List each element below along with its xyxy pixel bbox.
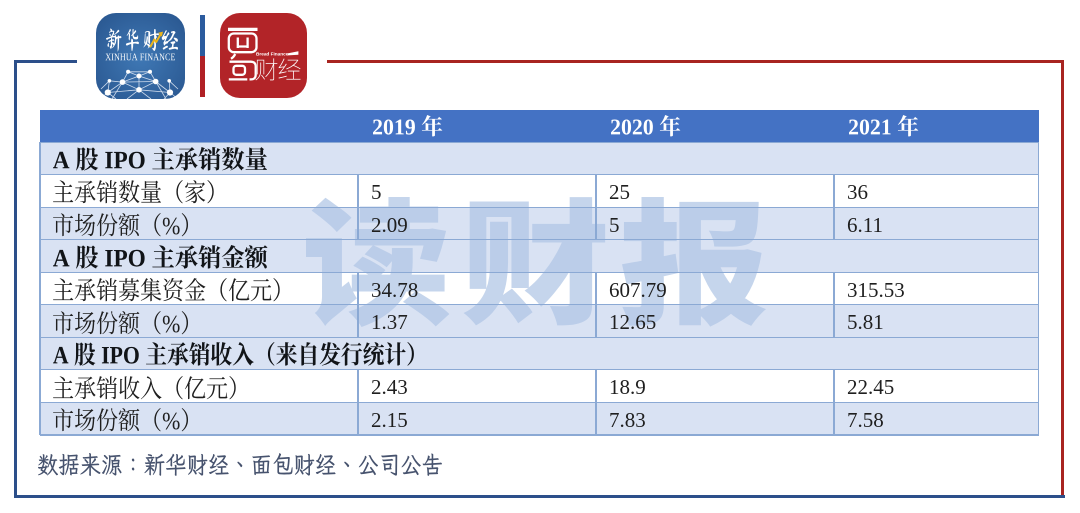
svg-text:Bread Finance: Bread Finance bbox=[256, 52, 289, 57]
